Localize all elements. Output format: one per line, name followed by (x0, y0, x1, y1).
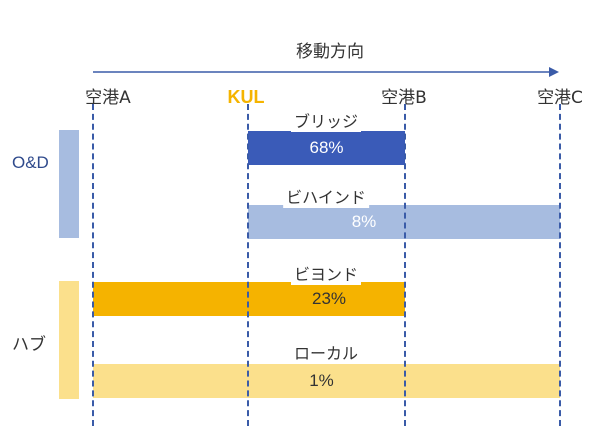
airport-kul-label: KUL (227, 87, 265, 107)
route-name-bridge: ブリッジ (290, 108, 362, 132)
hub-group-bar (59, 281, 79, 399)
route-name-local: ローカル (290, 340, 362, 364)
airport-kul-guide (247, 104, 249, 426)
route-name-beyond: ビヨンド (290, 261, 362, 285)
direction-label: 移動方向 (296, 42, 364, 62)
route-share-bridge: 68% (309, 138, 344, 157)
od-group-label: O&D (12, 153, 49, 172)
route-bar-beyond: 23% (93, 282, 405, 316)
airport-c-guide (559, 104, 561, 426)
airport-b-guide (404, 104, 406, 426)
route-share-local: 1% (309, 371, 334, 390)
route-name-behind: ビハインド (283, 184, 369, 208)
route-share-beyond: 23% (311, 289, 347, 308)
airport-b-label: 空港B (381, 88, 427, 108)
airport-c-label: 空港C (537, 88, 583, 108)
hub-group-label: ハブ (12, 335, 46, 355)
od-group-bar (59, 130, 79, 238)
airport-a-guide (92, 104, 94, 426)
route-bar-bridge: 68% (248, 131, 405, 165)
route-bar-local: 1% (93, 364, 560, 398)
route-share-behind: 8% (351, 212, 377, 231)
airport-a-label: 空港A (85, 88, 131, 108)
